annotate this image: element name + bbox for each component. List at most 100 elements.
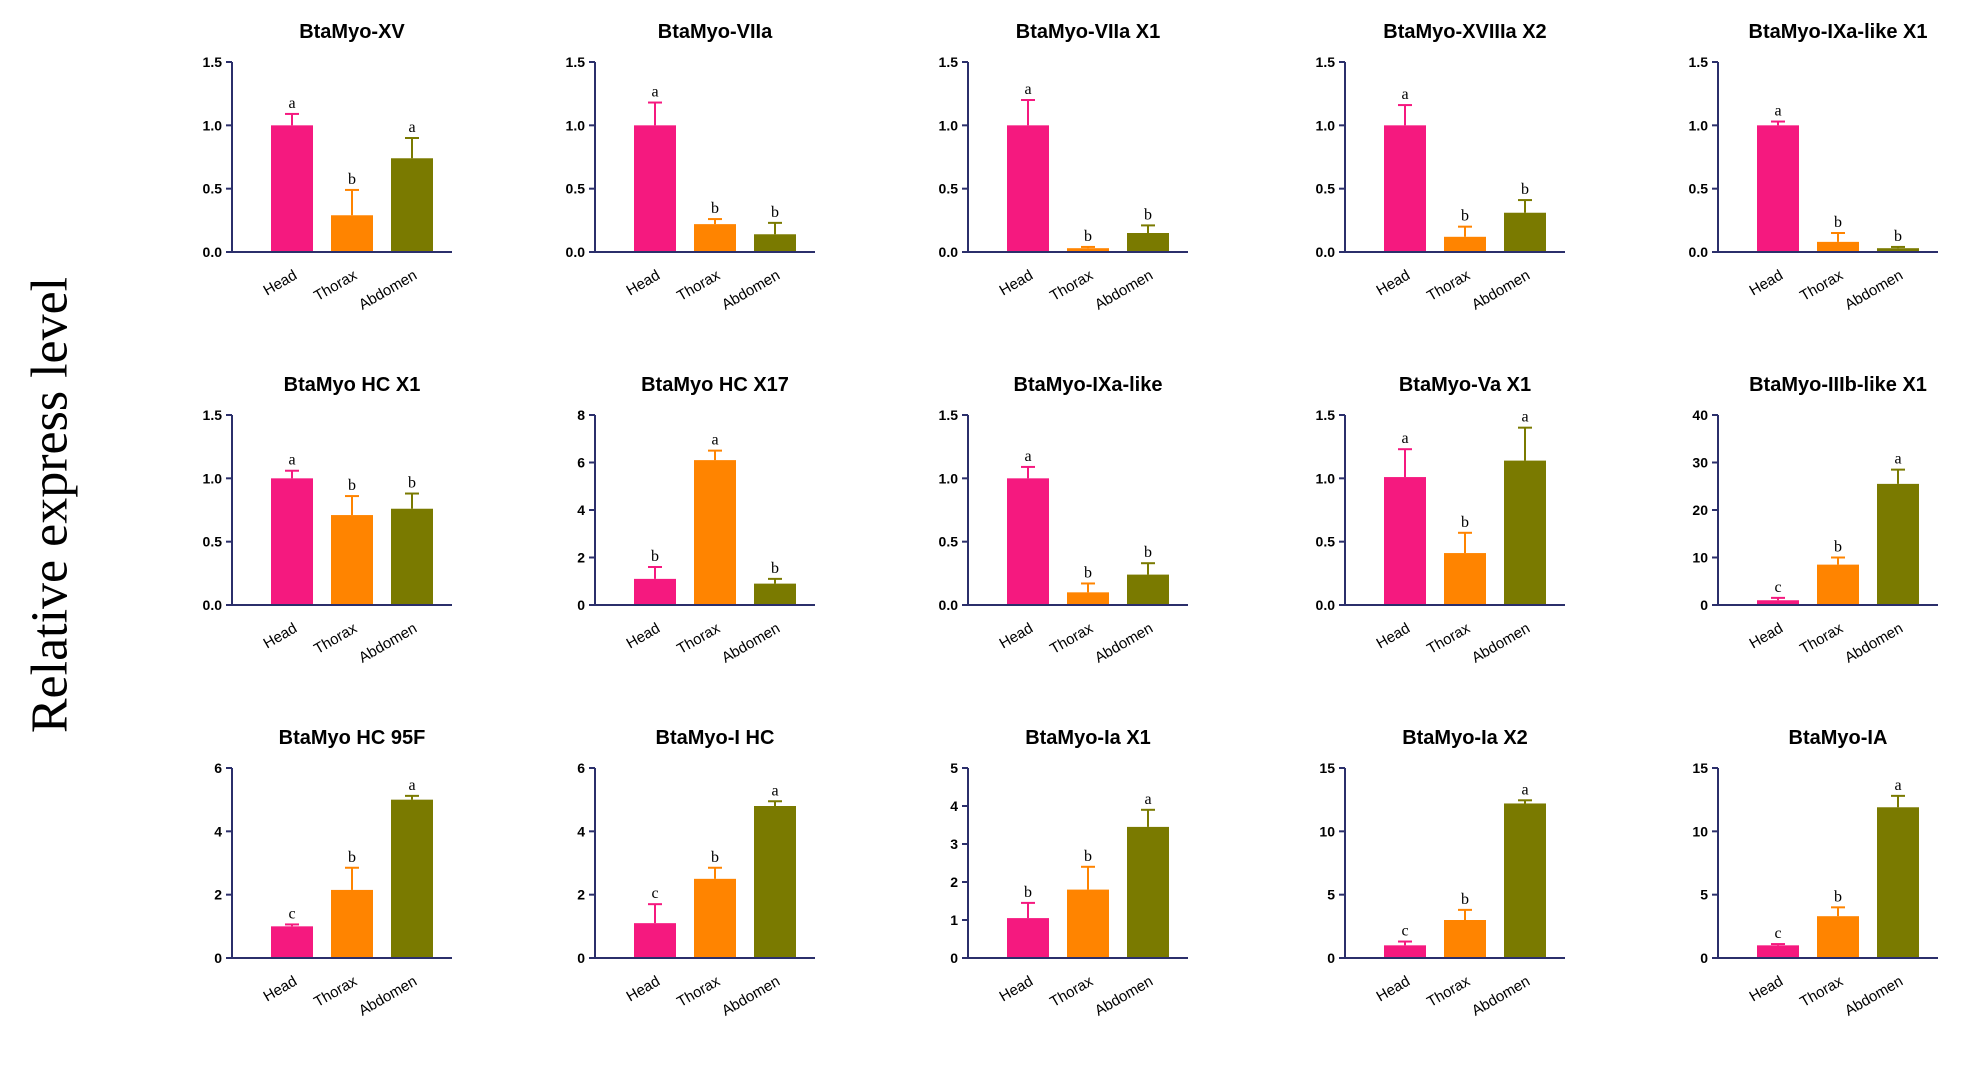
panel-title: BtaMyo-IXa-like X1 xyxy=(1749,21,1928,43)
category-label: Thorax xyxy=(1797,266,1846,304)
bar-head xyxy=(1384,477,1426,605)
category-label: Head xyxy=(1373,267,1413,300)
category-label: Abdomen xyxy=(719,267,783,314)
category-label: Abdomen xyxy=(1842,620,1906,667)
y-tick-label: 0.5 xyxy=(1316,181,1336,197)
y-tick-label: 0 xyxy=(214,950,222,966)
y-tick-label: 10 xyxy=(1692,823,1708,839)
panel-title: BtaMyo-XV xyxy=(299,21,405,43)
bar-thorax xyxy=(331,215,373,252)
bar-head xyxy=(1007,478,1049,605)
bar-head xyxy=(1007,125,1049,252)
significance-label: b xyxy=(711,200,719,217)
significance-label: a xyxy=(711,432,718,449)
y-tick-label: 1.5 xyxy=(1689,54,1709,70)
panel-title: BtaMyo-VIIa X1 xyxy=(1016,21,1160,43)
significance-label: b xyxy=(1894,228,1902,245)
category-label: Thorax xyxy=(311,972,360,1010)
y-tick-label: 4 xyxy=(577,502,585,518)
bar-abdomen xyxy=(1504,460,1546,605)
y-tick-label: 1.5 xyxy=(939,54,959,70)
significance-label: b xyxy=(1144,206,1152,223)
significance-label: b xyxy=(711,849,719,866)
y-tick-label: 2 xyxy=(214,887,222,903)
category-label: Head xyxy=(996,973,1036,1006)
panel-title: BtaMyo-Ia X2 xyxy=(1402,727,1528,749)
significance-label: a xyxy=(1521,409,1528,426)
category-label: Thorax xyxy=(311,619,360,657)
significance-label: a xyxy=(1521,781,1528,798)
bar-thorax xyxy=(694,460,736,605)
significance-label: b xyxy=(1084,228,1092,245)
bar-head xyxy=(271,478,313,605)
y-tick-label: 0.0 xyxy=(566,244,586,260)
significance-label: a xyxy=(1894,777,1901,794)
category-label: Thorax xyxy=(1047,972,1096,1010)
significance-label: a xyxy=(651,84,658,101)
category-label: Head xyxy=(1746,620,1786,653)
panel-btamyo-ia-x2: BtaMyo-Ia X2 c Head b Thorax a Abdomen 0 5 10 15 xyxy=(1319,727,1565,1020)
significance-label: c xyxy=(1774,579,1781,596)
bar-thorax xyxy=(1444,236,1486,252)
y-tick-label: 8 xyxy=(577,407,585,423)
panel-btamyo-ia: BtaMyo-IA c Head b Thorax a Abdomen 0 5 10 15 xyxy=(1692,727,1938,1020)
y-tick-label: 30 xyxy=(1692,455,1708,471)
bar-abdomen xyxy=(1127,826,1169,958)
bar-abdomen xyxy=(1127,233,1169,252)
bar-abdomen xyxy=(754,234,796,252)
significance-label: b xyxy=(1461,514,1469,531)
category-label: Abdomen xyxy=(1092,267,1156,314)
y-tick-label: 2 xyxy=(950,874,958,890)
bar-thorax xyxy=(1817,916,1859,958)
significance-label: b xyxy=(348,477,356,494)
bar-head xyxy=(1757,125,1799,252)
y-tick-label: 1.5 xyxy=(203,407,223,423)
significance-label: a xyxy=(771,782,778,799)
bar-abdomen xyxy=(1127,574,1169,605)
category-label: Abdomen xyxy=(1469,973,1533,1020)
y-tick-label: 1.0 xyxy=(1689,117,1709,133)
y-tick-label: 1.0 xyxy=(939,117,959,133)
bar-thorax xyxy=(1067,248,1109,252)
panel-title: BtaMyo-IIIb-like X1 xyxy=(1749,374,1927,396)
bar-thorax xyxy=(331,889,373,958)
bar-head xyxy=(634,578,676,605)
bar-abdomen xyxy=(1877,483,1919,605)
category-label: Abdomen xyxy=(1469,267,1533,314)
bar-thorax xyxy=(1067,889,1109,958)
category-label: Abdomen xyxy=(1842,267,1906,314)
bar-abdomen xyxy=(754,583,796,605)
category-label: Abdomen xyxy=(1842,973,1906,1020)
category-label: Thorax xyxy=(1047,619,1096,657)
bar-thorax xyxy=(1067,592,1109,605)
category-label: Abdomen xyxy=(356,267,420,314)
bar-thorax xyxy=(331,515,373,605)
bar-thorax xyxy=(1444,920,1486,958)
panel-title: BtaMyo HC 95F xyxy=(279,727,426,749)
bar-abdomen xyxy=(1877,248,1919,252)
significance-label: b xyxy=(1461,891,1469,908)
y-tick-label: 6 xyxy=(577,760,585,776)
significance-label: b xyxy=(1084,848,1092,865)
significance-label: a xyxy=(1144,791,1151,808)
panel-btamyo-ixa-like: BtaMyo-IXa-like a Head b Thorax b Abdomen 0.0 0.… xyxy=(939,374,1188,667)
category-label: Thorax xyxy=(1797,619,1846,657)
category-label: Abdomen xyxy=(1092,973,1156,1020)
y-tick-label: 4 xyxy=(577,823,585,839)
y-tick-label: 0.5 xyxy=(566,181,586,197)
y-tick-label: 6 xyxy=(577,455,585,471)
y-tick-label: 1.5 xyxy=(1316,54,1336,70)
significance-label: b xyxy=(771,560,779,577)
category-label: Head xyxy=(1746,973,1786,1006)
y-tick-label: 0.5 xyxy=(939,534,959,550)
y-tick-label: 0 xyxy=(577,950,585,966)
category-label: Thorax xyxy=(1797,972,1846,1010)
panel-btamyo-i-hc: BtaMyo-I HC c Head b Thorax a Abdomen 0 2 4 6 xyxy=(577,727,815,1020)
bar-abdomen xyxy=(391,508,433,605)
bar-head xyxy=(1384,125,1426,252)
y-tick-label: 0.0 xyxy=(939,597,959,613)
y-tick-label: 0.5 xyxy=(203,534,223,550)
significance-label: a xyxy=(1894,451,1901,468)
y-tick-label: 1.0 xyxy=(939,470,959,486)
